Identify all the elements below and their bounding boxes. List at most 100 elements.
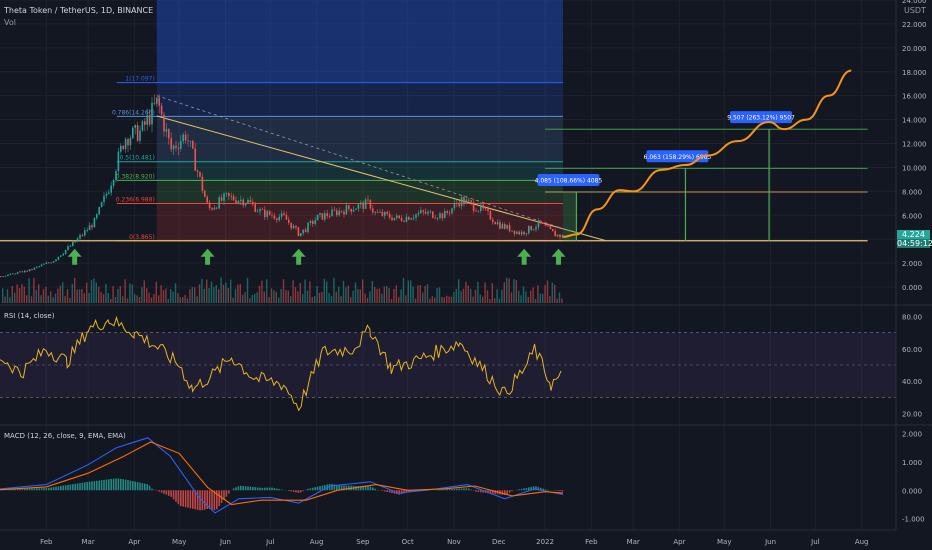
target-callout-label: 9.507 (263.12%) 9507 [727,115,795,122]
candle-body [283,213,285,216]
macd-histogram-bar [247,486,249,491]
macd-histogram-bar [321,485,324,491]
candle-body [160,105,163,115]
fib-zone [156,161,563,181]
macd-histogram-bar [177,490,180,505]
candle-body [441,213,444,219]
volume-bar [179,297,181,303]
macd-histogram-bar [199,490,201,511]
candle-body [288,219,290,223]
candle-body [14,273,16,275]
candle-body [470,200,472,203]
candle-body [124,139,127,150]
volume-bar [335,291,337,303]
macd-histogram-bar [511,490,513,492]
trendlines[interactable] [0,95,868,242]
grid [0,0,896,530]
volume-bar [119,286,121,303]
volume-bar [273,290,275,303]
time-tick-label: Jun [764,538,776,546]
macd-histogram-bar [93,481,96,491]
macd-tick-label: 2.000 [902,431,922,439]
volume-bar [282,279,285,303]
time-tick-label: May [172,538,186,546]
macd-histogram-bar [439,489,441,491]
volume-bar [369,291,371,303]
price-tick-label: 8.000 [902,188,922,196]
macd-histogram-bar [508,490,511,493]
volume-bar [47,295,49,303]
rsi-tick-label: 40.00 [902,378,922,386]
candle-body [146,115,148,125]
macd-histogram-bar [249,486,252,491]
macd-histogram-bar [388,490,391,493]
volume-bar [292,280,294,303]
symbol-title[interactable]: Theta Token / TetherUS, 1D, BINANCE [4,6,154,15]
candle-body [465,199,468,204]
candle-body [501,224,504,229]
candle-body [115,171,117,181]
candle-body [112,180,115,186]
macd-histogram-bar [530,486,532,491]
target-zone [562,191,577,241]
volume-bar [338,286,340,303]
volume-bar [309,281,311,303]
macd-histogram-bar [237,486,240,491]
volume-bar [112,286,114,303]
candle-body [19,271,21,273]
candle-body [345,205,348,215]
volume-bar [443,297,445,303]
fib-retracement[interactable]: 1(17.097) 0.786(14.266) 0.5(10.481) 0.382(8… [112,0,563,242]
macd-histogram-bar [465,488,468,491]
candle-body [31,269,33,271]
candle-body [506,224,508,229]
macd-histogram-bar [523,488,525,491]
candle-body [396,215,398,218]
macd-histogram-bar [532,486,535,491]
volume-bar [470,288,472,303]
time-tick-label: Mar [81,538,94,546]
macd-histogram-bar [331,483,333,491]
candle-body [24,270,26,273]
macd-histogram-bar [141,483,144,491]
volume-bar [359,289,361,303]
volume-bar [378,288,381,303]
volume-bar [364,293,366,303]
candle-body [432,211,434,218]
candle-body [177,147,180,149]
volume-bar [496,289,498,303]
price-tick-label: 18.000 [902,69,927,77]
fib-level-label: 0.786(14.266) [112,109,155,116]
candle-body [324,213,326,220]
projection-path[interactable]: 4.085 (108.66%) 4085 6.063 (158.29%) 6063… [535,69,868,241]
volume-bar [227,287,229,303]
macd-histogram-bar [244,486,247,491]
macd-histogram-bar [127,480,129,491]
volume-bar [16,284,18,303]
volume-bar [506,277,508,303]
candle-body [122,145,124,150]
volume-bar [160,285,162,303]
volume-bar [354,282,357,303]
volume-bar [266,279,268,303]
macd-histogram-bar [278,489,280,491]
macd-histogram-bar [72,484,74,491]
volume-bar [340,296,342,303]
macd-histogram-bar [91,481,93,491]
candle-body [427,211,429,214]
volume-bar [218,289,220,303]
candle-body [403,220,405,222]
candle-body [405,216,408,222]
volume-bar [280,288,282,303]
macd-histogram-bar [489,490,492,494]
volume-bar [172,291,174,303]
macd-histogram-bar [384,490,386,492]
candle-body [45,262,48,264]
candle-body [103,195,105,203]
candle-body [472,202,475,211]
currency-label: USDT [904,6,926,15]
candle-body [264,209,266,217]
volume-bar [141,287,143,303]
